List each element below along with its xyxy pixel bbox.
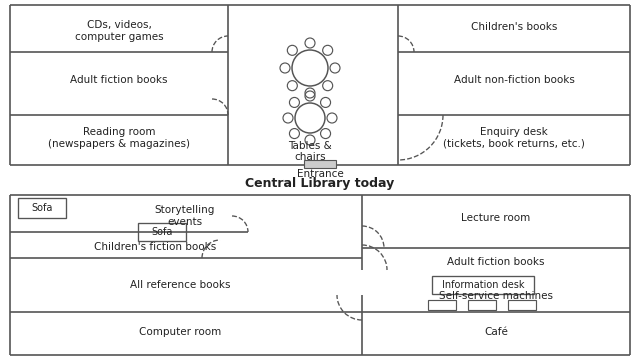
Text: Adult fiction books: Adult fiction books xyxy=(447,257,545,267)
Text: (newspapers & magazines): (newspapers & magazines) xyxy=(48,139,190,149)
Text: Adult fiction books: Adult fiction books xyxy=(70,75,168,85)
Text: Central Library today: Central Library today xyxy=(245,177,395,190)
Text: Café: Café xyxy=(484,327,508,337)
Text: chairs: chairs xyxy=(294,152,326,162)
Bar xyxy=(428,300,456,310)
Bar xyxy=(304,160,336,168)
Text: Lecture room: Lecture room xyxy=(461,213,531,223)
Text: Adult non-fiction books: Adult non-fiction books xyxy=(454,75,575,85)
Text: Children's books: Children's books xyxy=(471,22,557,32)
Bar xyxy=(138,223,186,241)
Text: Self-service machines: Self-service machines xyxy=(439,291,553,301)
Text: All reference books: All reference books xyxy=(130,280,230,290)
Text: Computer room: Computer room xyxy=(139,327,221,337)
Text: Reading room: Reading room xyxy=(83,127,156,137)
Text: Sofa: Sofa xyxy=(31,203,52,213)
Text: (tickets, book returns, etc.): (tickets, book returns, etc.) xyxy=(443,139,585,149)
Bar xyxy=(508,300,536,310)
Text: Information desk: Information desk xyxy=(442,280,524,290)
Bar xyxy=(18,198,66,218)
Text: Enquiry desk: Enquiry desk xyxy=(480,127,548,137)
Text: events: events xyxy=(168,217,203,227)
Text: computer games: computer games xyxy=(75,32,163,42)
Text: CDs, videos,: CDs, videos, xyxy=(86,20,152,30)
Text: Storytelling: Storytelling xyxy=(155,205,215,215)
Bar xyxy=(432,276,534,294)
Bar xyxy=(468,300,496,310)
Text: Entrance: Entrance xyxy=(296,169,344,179)
Text: Sofa: Sofa xyxy=(151,227,173,237)
Text: Tables &: Tables & xyxy=(288,141,332,151)
Text: Children's fiction books: Children's fiction books xyxy=(94,242,216,252)
